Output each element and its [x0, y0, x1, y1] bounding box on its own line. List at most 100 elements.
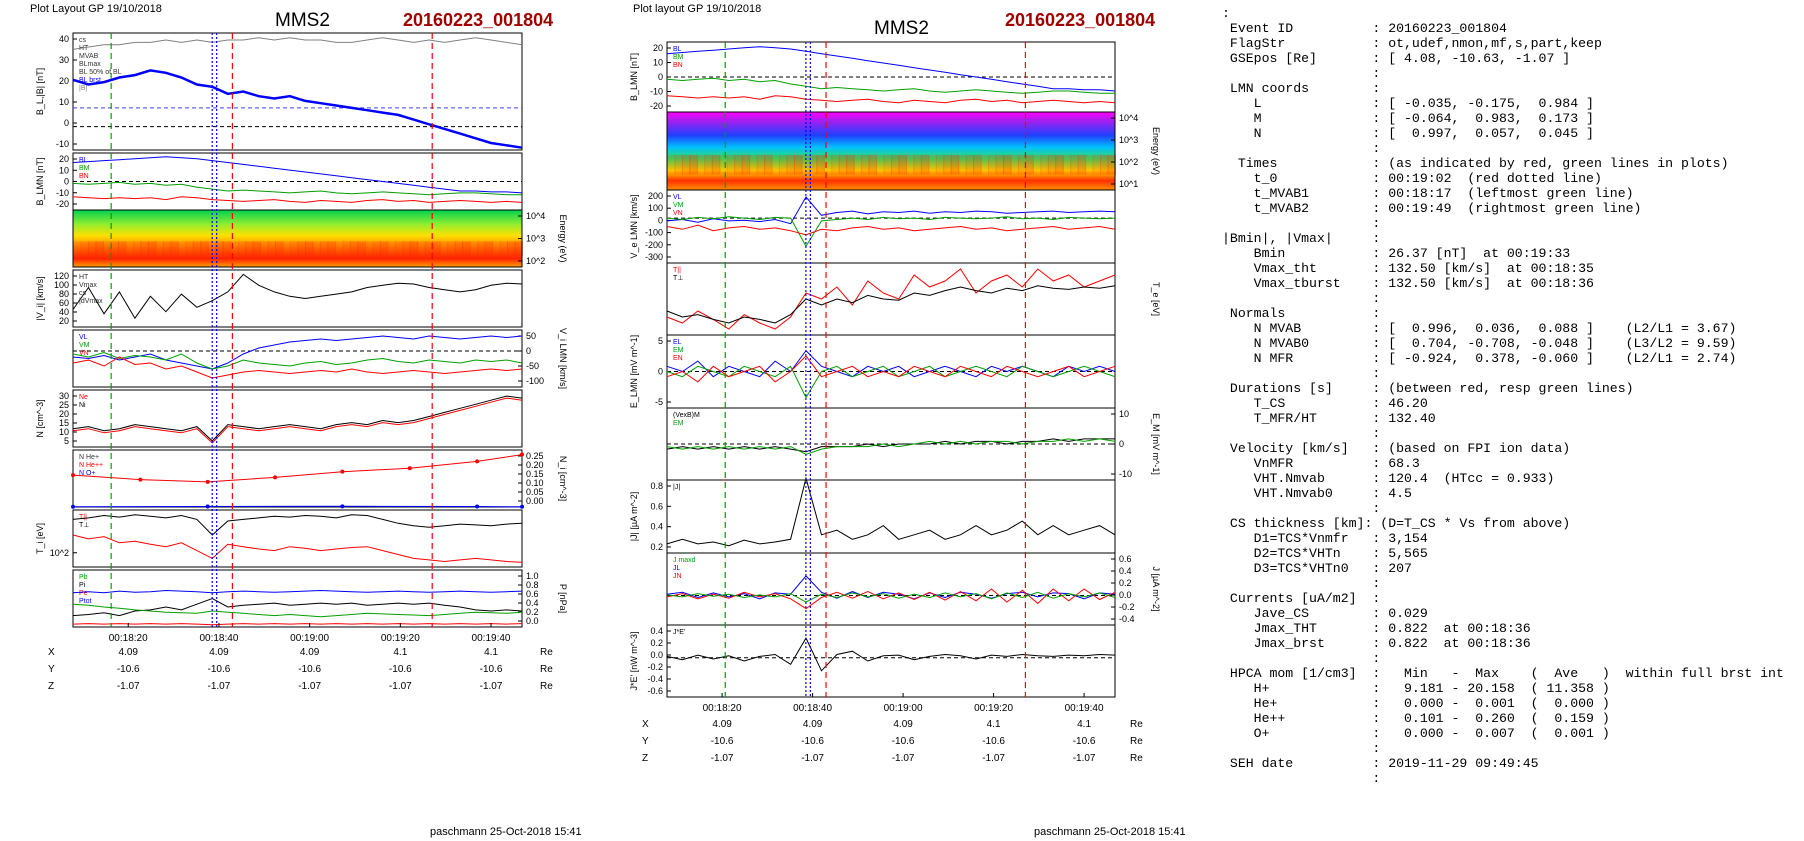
y-tick-label: -0.2 — [1119, 602, 1135, 612]
spectrogram-band — [275, 241, 284, 256]
y-tick-label: 10 — [59, 427, 69, 437]
series-line — [72, 597, 523, 617]
data-point — [407, 466, 412, 471]
y-tick-label: -10 — [56, 188, 69, 198]
summary-line: M : [ -0.064, 0.983, 0.173 ] — [1253, 111, 1594, 126]
legend-entry: Vmax — [79, 282, 97, 289]
spectrogram-band — [1047, 154, 1057, 175]
y-axis-label: J*E' [nW m^-3] — [629, 632, 639, 691]
position-unit: Re — [1130, 719, 1143, 730]
summary-line: Vmax_tburst : 132.50 [km/s] at 00:18:36 — [1253, 276, 1594, 291]
spectrogram-band — [394, 241, 404, 256]
legend-entry: MVAB — [79, 53, 99, 60]
series-line — [666, 224, 1116, 236]
panel-frame — [72, 329, 523, 388]
series-line — [666, 216, 1116, 248]
legend-entry: cs — [79, 290, 87, 297]
legend-entry: JN — [673, 573, 682, 580]
position-value: 4.1 — [1077, 719, 1091, 730]
panel-left-7: 0.250.200.150.100.050.00 N_i [cm^-3] N He+… — [71, 449, 568, 509]
panel-frame — [72, 389, 523, 448]
legend-entry: HT — [79, 45, 89, 52]
position-value: -1.07 — [1073, 753, 1096, 764]
series-line — [666, 588, 1116, 610]
spectrogram-band — [507, 241, 516, 256]
y-tick-label: 10 — [653, 58, 663, 68]
position-value: -1.07 — [480, 681, 503, 692]
position-row-label: Z — [48, 681, 54, 692]
spectrogram-band — [469, 241, 479, 256]
series-line — [72, 395, 523, 442]
panel-mid-7: 0.8 0.6 0.4 0.2 |J| [µA m^-2] |J| — [629, 476, 1116, 554]
y-tick-label: 0 — [658, 215, 663, 225]
summary-line: D2=TCS*VHTn : 5,565 — [1253, 546, 1428, 561]
y-tick-label: 100 — [648, 203, 663, 213]
y-tick-label: 200 — [648, 191, 663, 201]
panel-mid-2: 10^4 10^3 10^2 10^1 Energy (eV) — [666, 111, 1161, 191]
panel-mid-9: 0.4 0.2 0.0 -0.2 -0.4 -0.6 J*E' [nW m^-3] J*E' — [629, 624, 1116, 698]
position-value: -10.6 — [480, 664, 503, 675]
data-point — [138, 477, 143, 482]
spectrogram-band — [704, 154, 713, 175]
spectrogram-band — [928, 154, 937, 175]
position-value: -1.07 — [117, 681, 140, 692]
spectrogram-band — [155, 241, 164, 256]
legend-entry: BL — [673, 46, 682, 53]
spectrogram-band — [726, 154, 736, 175]
spectrogram-band — [230, 241, 239, 256]
x-tick-label: 00:19:20 — [974, 703, 1013, 714]
summary-line: : — [1372, 651, 1381, 666]
y-tick-label: -20 — [650, 101, 663, 111]
y-tick-label: -5 — [655, 397, 663, 407]
position-value: -10.6 — [711, 736, 734, 747]
legend-entry: BN — [673, 62, 683, 69]
spectrogram-band — [905, 154, 915, 175]
spectrogram-band — [439, 241, 449, 256]
position-value: 4.1 — [393, 647, 407, 658]
y-tick-label: 0.4 — [650, 522, 663, 532]
y-axis-label: T_e [eV] — [1151, 282, 1161, 316]
position-row-label: X — [48, 647, 55, 658]
spectrogram-band — [831, 154, 840, 175]
position-value: 4.09 — [893, 719, 913, 730]
mid-plot-header: Plot layout GP 19/10/2018 — [633, 3, 762, 15]
y-tick-label: 10^2 — [526, 256, 545, 266]
spectrogram-band — [995, 154, 1004, 175]
legend-entry: Pi — [79, 582, 86, 589]
x-tick-label: 00:18:40 — [793, 703, 832, 714]
y-tick-label: -10 — [1119, 469, 1132, 479]
spectrogram-band — [357, 241, 366, 256]
y-tick-label: 20 — [59, 409, 69, 419]
panel-mid-6: 10 0 -10 E_M [mV m^-1] (VexB)MEM — [666, 407, 1161, 481]
spectrogram-band — [823, 154, 833, 175]
position-unit: Re — [1130, 753, 1143, 764]
spectrogram-band — [327, 241, 336, 256]
spectrogram-band — [681, 154, 691, 175]
position-value: -10.6 — [801, 736, 824, 747]
summary-line: Bmin : 26.37 [nT] at 00:19:33 — [1253, 246, 1571, 261]
summary-line: Normals : — [1229, 306, 1381, 321]
y-tick-label: 20 — [59, 154, 69, 164]
y-tick-label: 0.4 — [526, 598, 539, 608]
y-axis-label: J [µA m^-2] — [1151, 567, 1161, 612]
legend-entry: T|| — [673, 267, 681, 274]
series-line — [72, 181, 522, 196]
legend-entry: VL — [79, 334, 88, 341]
data-point — [205, 504, 210, 509]
series-line — [666, 476, 1116, 547]
summary-line: : — [1372, 141, 1381, 156]
panel-mid-8: 0.6 0.4 0.2 0.0 -0.2 -0.4 J [µA m^-2] J maxdJLJ… — [666, 552, 1161, 626]
position-value: 4.09 — [300, 647, 320, 658]
spectrogram-band — [372, 241, 381, 256]
panel-mid-4: T_e [eV] T||T⊥ — [666, 262, 1161, 336]
summary-line: t_MVAB2 : 00:19:49 (rightmost green line… — [1253, 201, 1642, 216]
legend-entry: Ptot — [79, 598, 92, 605]
spectrogram-band — [965, 154, 975, 175]
y-tick-label: 0.8 — [526, 580, 539, 590]
spectrogram-band — [943, 154, 952, 175]
spectrogram-band — [898, 154, 907, 175]
legend-entry: EN — [673, 355, 683, 362]
